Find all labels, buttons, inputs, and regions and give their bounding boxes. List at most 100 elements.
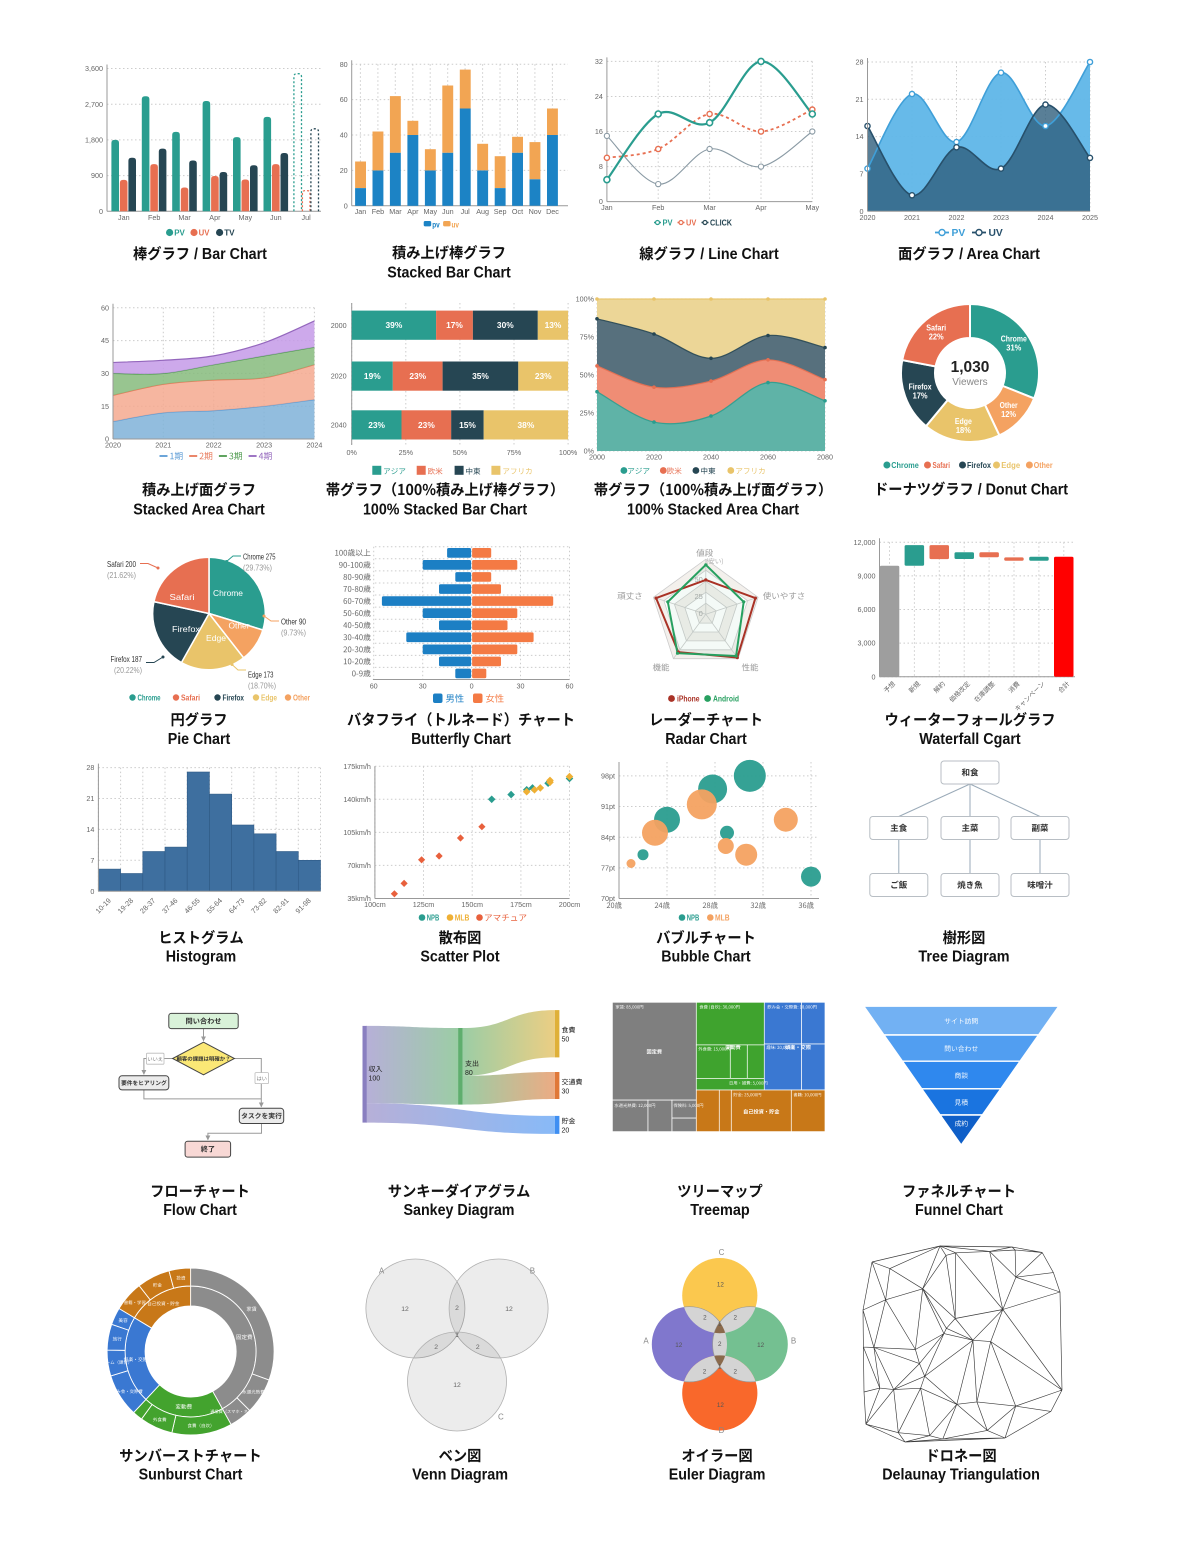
svg-text:30: 30 — [517, 682, 525, 691]
svg-text:(29.73%): (29.73%) — [243, 563, 272, 573]
svg-text:2: 2 — [455, 1305, 459, 1312]
svg-text:30%: 30% — [497, 320, 514, 330]
svg-text:6,000: 6,000 — [858, 605, 876, 614]
svg-text:28: 28 — [86, 763, 94, 772]
svg-text:3,600: 3,600 — [85, 64, 103, 73]
svg-text:2022: 2022 — [949, 213, 965, 222]
svg-text:Sunburst Chart: Sunburst Chart — [139, 1467, 243, 1484]
svg-text:Oct: Oct — [512, 207, 523, 216]
svg-text:2020: 2020 — [105, 441, 121, 450]
svg-text:35km/h: 35km/h — [347, 894, 371, 903]
svg-text:100% Stacked Bar Chart: 100% Stacked Bar Chart — [363, 502, 527, 519]
svg-text:23%: 23% — [535, 371, 552, 381]
svg-text:20: 20 — [340, 166, 348, 175]
svg-text:Scatter Plot: Scatter Plot — [420, 949, 499, 966]
svg-text:Apr: Apr — [407, 207, 419, 216]
svg-text:2020: 2020 — [331, 372, 347, 381]
svg-text:PV: PV — [174, 228, 185, 238]
svg-text:70km/h: 70km/h — [347, 861, 371, 870]
svg-text:Delaunay Triangulation: Delaunay Triangulation — [882, 1467, 1040, 1484]
svg-text:Firefox: Firefox — [223, 693, 245, 702]
svg-text:Chrome: Chrome — [138, 693, 161, 702]
svg-text:30: 30 — [419, 682, 427, 691]
svg-text:0%: 0% — [584, 447, 595, 456]
svg-text:Jan: Jan — [601, 203, 613, 212]
svg-text:91-98: 91-98 — [293, 896, 312, 915]
svg-text:MLB: MLB — [455, 912, 470, 922]
svg-text:100: 100 — [369, 1076, 381, 1083]
svg-text:32: 32 — [595, 57, 603, 66]
svg-text:UV: UV — [989, 228, 1003, 239]
svg-text:2: 2 — [703, 1314, 707, 1321]
svg-text:Radar Chart: Radar Chart — [665, 731, 747, 748]
svg-text:3,000: 3,000 — [858, 639, 876, 648]
svg-text:UV: UV — [199, 228, 210, 238]
svg-text:Edge 173: Edge 173 — [248, 670, 274, 680]
svg-text:(18.70%): (18.70%) — [248, 681, 276, 691]
svg-text:50%: 50% — [580, 371, 595, 380]
svg-text:19%: 19% — [364, 371, 381, 381]
svg-text:1: 1 — [455, 1332, 459, 1339]
svg-text:12: 12 — [717, 1402, 725, 1409]
svg-text:Safari 200: Safari 200 — [107, 559, 136, 569]
svg-text:2: 2 — [476, 1344, 480, 1351]
svg-text:B: B — [791, 1336, 796, 1345]
svg-text:/ Donut Chart: / Donut Chart — [978, 482, 1068, 499]
svg-text:2: 2 — [703, 1369, 707, 1376]
svg-text:70pt: 70pt — [601, 894, 615, 903]
svg-text:Jul: Jul — [301, 213, 311, 222]
svg-text:105km/h: 105km/h — [343, 828, 371, 837]
svg-text:Butterfly Chart: Butterfly Chart — [411, 731, 511, 748]
svg-text:/ Bar Chart: / Bar Chart — [194, 246, 267, 263]
svg-text:100%: 100% — [576, 295, 595, 304]
svg-text:10-19: 10-19 — [94, 896, 113, 915]
svg-text:23%: 23% — [368, 420, 385, 430]
svg-text:19-28: 19-28 — [116, 896, 135, 915]
svg-text:2024: 2024 — [1038, 213, 1054, 222]
svg-text:Jan: Jan — [355, 207, 367, 216]
svg-text:900: 900 — [91, 171, 103, 180]
svg-text:1,030: 1,030 — [951, 359, 990, 376]
svg-text:2020: 2020 — [860, 213, 876, 222]
svg-text:12: 12 — [757, 1342, 765, 1349]
svg-text:17%: 17% — [446, 320, 463, 330]
svg-text:14: 14 — [856, 132, 864, 141]
svg-text:30: 30 — [562, 1089, 570, 1096]
svg-text:Android: Android — [713, 693, 739, 703]
svg-text:Feb: Feb — [372, 207, 384, 216]
svg-text:2023: 2023 — [256, 441, 272, 450]
svg-text:1,800: 1,800 — [85, 136, 103, 145]
svg-text:20: 20 — [562, 1128, 570, 1135]
svg-text:2021: 2021 — [904, 213, 920, 222]
svg-text:Chrome: Chrome — [213, 588, 243, 598]
svg-text:Aug: Aug — [476, 207, 489, 216]
svg-text:21: 21 — [856, 95, 864, 104]
svg-text:98pt: 98pt — [601, 772, 615, 781]
svg-text:7: 7 — [90, 856, 94, 865]
svg-text:80: 80 — [465, 1070, 473, 1077]
svg-text:150cm: 150cm — [461, 900, 483, 909]
svg-text:2: 2 — [734, 1369, 738, 1376]
svg-text:25: 25 — [694, 592, 702, 601]
svg-text:13%: 13% — [545, 320, 562, 330]
svg-text:30: 30 — [101, 369, 109, 378]
svg-text:15: 15 — [101, 402, 109, 411]
svg-text:77pt: 77pt — [601, 864, 615, 873]
svg-text:2040: 2040 — [703, 453, 719, 462]
svg-text:64-73: 64-73 — [227, 896, 246, 915]
svg-text:iPhone: iPhone — [677, 693, 700, 703]
svg-text:Edge: Edge — [955, 417, 972, 426]
svg-text:50%: 50% — [453, 448, 468, 457]
svg-text:D: D — [719, 1426, 725, 1435]
svg-text:(21.62%): (21.62%) — [107, 570, 136, 580]
svg-text:175km/h: 175km/h — [343, 762, 371, 771]
svg-text:12: 12 — [453, 1382, 461, 1389]
svg-text:28: 28 — [856, 58, 864, 67]
svg-text:2023: 2023 — [993, 213, 1009, 222]
svg-text:100cm: 100cm — [364, 900, 386, 909]
svg-text:2000: 2000 — [331, 321, 347, 330]
svg-text:23%: 23% — [418, 420, 435, 430]
svg-text:0: 0 — [599, 197, 603, 206]
svg-text:0: 0 — [872, 672, 876, 681]
svg-text:75%: 75% — [507, 448, 522, 457]
